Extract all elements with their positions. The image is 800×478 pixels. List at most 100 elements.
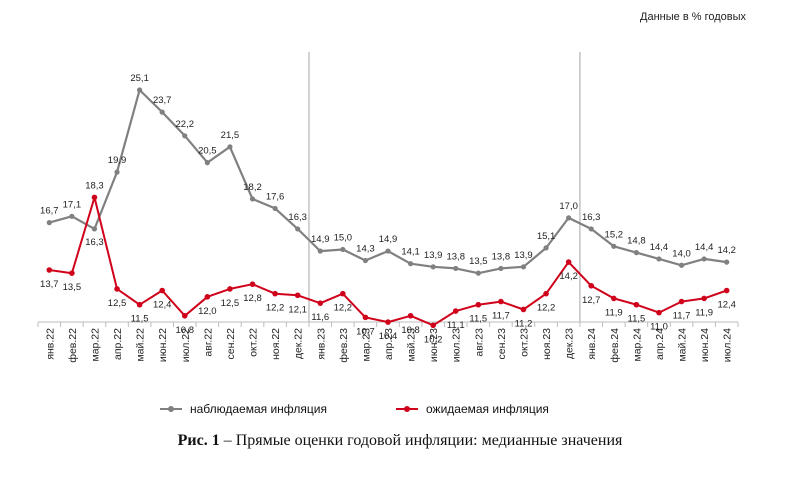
data-point-observed [272,205,278,212]
figure-title: – Прямые оценки годовой инфляции: медиан… [219,432,623,449]
data-point-observed [91,226,98,232]
x-tick-label: дек.23 [564,328,576,359]
data-label-observed: 13,8 [492,251,511,262]
data-point-observed [543,245,549,251]
x-tick-label: авг.23 [473,328,485,357]
data-point-expected [678,298,685,305]
data-label-expected: 11,2 [515,318,533,329]
x-tick-label: янв.23 [315,328,327,360]
data-label-expected: 12,2 [537,303,556,314]
legend-swatch-observed [160,406,182,412]
data-point-observed [249,196,256,202]
x-tick-marks [37,322,739,327]
data-label-expected: 12,5 [221,298,240,309]
data-label-observed: 25,1 [130,73,149,84]
data-label-observed: 13,9 [514,250,533,261]
data-label-expected: 11,0 [650,322,668,333]
data-point-expected [430,322,436,329]
data-label-expected: 12,2 [334,303,353,314]
data-point-expected [136,301,143,308]
legend-label-expected: ожидаемая инфляция [426,402,549,416]
data-point-expected [633,301,640,308]
x-tick-labels: янв.22 фев.22 мар.22 апр.22 май.22 июн.22 июл.… [44,328,733,363]
data-label-observed: 14,8 [627,236,646,247]
data-point-observed [475,270,481,276]
x-tick-label: янв.22 [44,328,56,360]
data-point-observed [182,133,188,139]
data-label-observed: 22,2 [176,119,195,130]
data-point-observed [724,259,730,265]
data-label-expected: 11,9 [605,307,623,318]
data-point-expected [498,298,504,305]
data-point-expected [611,295,617,302]
data-label-expected: 12,2 [266,303,285,314]
x-tick-label: июл.24 [722,328,734,362]
data-label-observed: 14,9 [311,234,330,245]
x-tick-label: апр.23 [383,328,395,360]
data-label-expected: 11,7 [673,311,691,322]
data-point-expected [543,290,549,297]
data-label-observed: 23,7 [153,95,172,106]
x-tick-label: ноя.23 [541,328,553,360]
data-label-expected: 12,4 [717,300,736,311]
data-point-expected [181,312,188,319]
x-tick-label: май.23 [406,328,418,362]
data-point-expected [452,308,459,314]
data-point-observed [295,226,301,232]
data-point-observed [69,213,75,219]
data-point-observed [407,261,414,267]
data-point-observed [656,256,662,262]
data-point-expected [227,286,233,292]
data-point-observed [114,169,120,175]
data-label-observed: 13,9 [424,250,443,261]
series-points [46,87,730,329]
data-point-expected [385,319,391,325]
x-tick-label: июн.22 [157,328,169,362]
data-label-observed: 16,3 [85,237,104,248]
data-label-expected: 12,5 [108,298,127,309]
data-label-observed: 15,1 [537,231,556,242]
data-label-observed: 14,4 [650,242,669,253]
data-label-expected: 12,4 [153,300,172,311]
x-tick-label: дек.22 [293,328,305,359]
data-label-expected: 12,0 [198,306,217,317]
data-point-observed [588,226,594,232]
data-label-observed: 16,3 [582,212,601,223]
data-label-expected: 13,7 [40,279,59,290]
data-label-observed: 14,9 [379,234,398,245]
data-point-expected [159,287,165,294]
x-tick-label: окт.22 [248,328,260,357]
data-label-observed: 14,4 [695,242,714,253]
data-point-expected [588,282,595,289]
x-tick-label: май.24 [677,328,689,362]
x-tick-label: май.22 [135,328,147,362]
x-tick-label: июл.22 [180,328,192,362]
data-point-expected [362,314,369,321]
data-label-expected: 11,5 [131,314,149,325]
series-lines [49,88,728,327]
data-label-observed: 17,0 [559,201,578,212]
data-label-expected: 12,1 [288,304,307,315]
x-tick-label: янв.24 [586,328,598,360]
data-point-expected [69,270,75,276]
data-point-expected [340,290,346,297]
figure-number: Рис. 1 [177,432,220,449]
x-tick-label: сен.22 [225,328,237,360]
data-label-observed: 15,0 [334,232,353,243]
x-tick-label: фев.22 [67,328,79,363]
data-point-observed [317,248,323,254]
data-label-expected: 13,5 [63,282,82,293]
data-labels: 16,7 13,7 17,1 13,5 16,3 18,3 19,9 12,5 25,1 11,5… [40,73,736,345]
data-point-expected [114,286,120,292]
data-point-observed [453,265,459,272]
x-tick-label: окт.23 [518,328,530,357]
data-label-observed: 13,5 [469,256,488,267]
data-point-observed [227,144,233,150]
data-label-observed: 16,7 [40,206,59,217]
data-label-expected: 10,4 [379,331,398,342]
data-point-observed [385,248,391,254]
data-label-expected: 11,5 [627,314,645,325]
x-tick-label: фев.23 [338,328,350,363]
x-tick-label: авг.22 [202,328,214,357]
figure-caption: Рис. 1 – Прямые оценки годовой инфляции:… [0,432,800,450]
